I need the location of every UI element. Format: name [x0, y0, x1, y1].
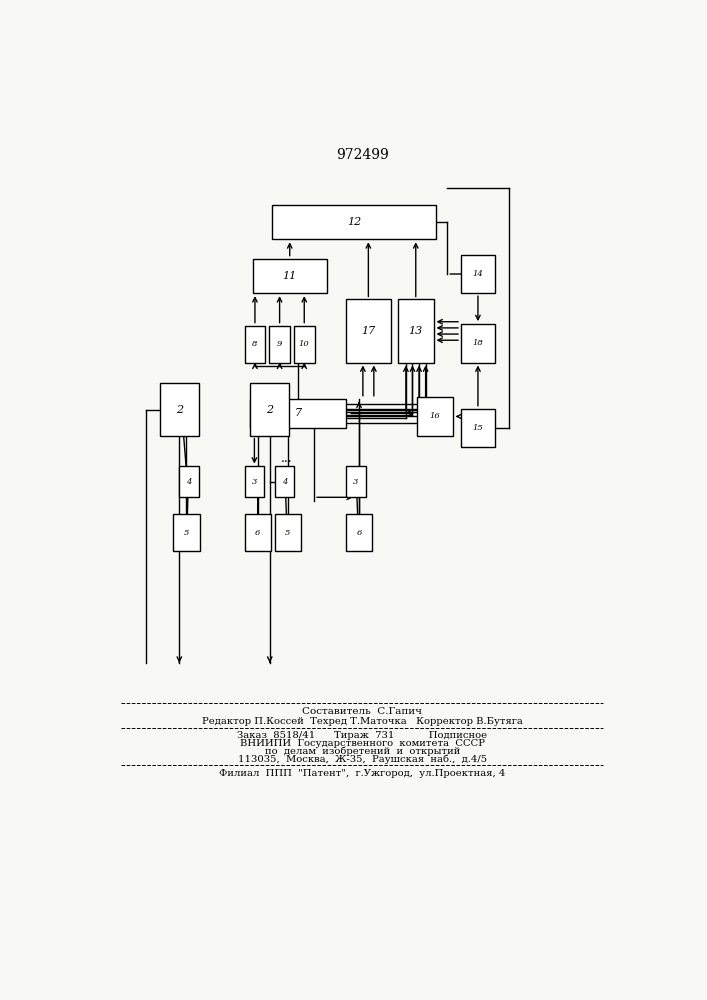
FancyBboxPatch shape	[272, 205, 436, 239]
Text: 14: 14	[472, 270, 484, 278]
FancyBboxPatch shape	[253, 259, 327, 293]
Text: 13: 13	[409, 326, 423, 336]
FancyBboxPatch shape	[179, 466, 199, 497]
Text: 6: 6	[255, 529, 260, 537]
FancyBboxPatch shape	[294, 326, 315, 363]
Text: 17: 17	[361, 326, 375, 336]
Text: 2: 2	[266, 405, 274, 415]
Text: 7: 7	[294, 408, 301, 418]
Text: 11: 11	[283, 271, 297, 281]
Text: 6: 6	[356, 529, 362, 537]
Text: 972499: 972499	[336, 148, 389, 162]
FancyBboxPatch shape	[461, 324, 495, 363]
FancyBboxPatch shape	[269, 326, 290, 363]
FancyBboxPatch shape	[461, 255, 495, 293]
Text: Заказ  8518/41      Тираж  731           Подписное: Заказ 8518/41 Тираж 731 Подписное	[238, 731, 487, 740]
Text: 5: 5	[285, 529, 291, 537]
Text: Редактор П.Коссей  Техред Т.Маточка   Корректор В.Бутяга: Редактор П.Коссей Техред Т.Маточка Корре…	[202, 717, 522, 726]
FancyBboxPatch shape	[250, 383, 289, 436]
FancyBboxPatch shape	[173, 514, 199, 551]
FancyBboxPatch shape	[250, 399, 346, 428]
Text: 9: 9	[277, 340, 282, 348]
FancyBboxPatch shape	[346, 514, 372, 551]
Text: Составитель  С.Гапич: Составитель С.Гапич	[303, 707, 422, 716]
FancyBboxPatch shape	[160, 383, 199, 436]
FancyBboxPatch shape	[417, 397, 452, 436]
Text: 4: 4	[282, 478, 287, 486]
Text: 16: 16	[430, 412, 440, 420]
Text: 5: 5	[184, 529, 189, 537]
FancyBboxPatch shape	[275, 514, 301, 551]
FancyBboxPatch shape	[245, 466, 264, 497]
Text: 12: 12	[347, 217, 361, 227]
FancyBboxPatch shape	[398, 299, 433, 363]
FancyBboxPatch shape	[275, 466, 294, 497]
Text: 10: 10	[299, 340, 310, 348]
Text: Филиал  ППП  "Патент",  г.Ужгород,  ул.Проектная, 4: Филиал ППП "Патент", г.Ужгород, ул.Проек…	[219, 769, 506, 778]
Text: 113035,  Москва,  Ж-35,  Раушская  наб.,  д.4/5: 113035, Москва, Ж-35, Раушская наб., д.4…	[238, 754, 487, 764]
Text: 3: 3	[353, 478, 358, 486]
Text: ...: ...	[281, 452, 293, 465]
FancyBboxPatch shape	[346, 299, 391, 363]
Text: 18: 18	[472, 339, 484, 347]
FancyBboxPatch shape	[245, 514, 271, 551]
Text: 15: 15	[472, 424, 484, 432]
Text: 3: 3	[252, 478, 257, 486]
FancyBboxPatch shape	[346, 466, 366, 497]
Text: 8: 8	[252, 340, 257, 348]
FancyBboxPatch shape	[245, 326, 265, 363]
Text: ВНИИПИ  Государственного  комитета  СССР: ВНИИПИ Государственного комитета СССР	[240, 739, 485, 748]
FancyBboxPatch shape	[461, 409, 495, 447]
Text: 4: 4	[186, 478, 192, 486]
Text: по  делам  изобретений  и  открытий: по делам изобретений и открытий	[264, 747, 460, 756]
Text: 2: 2	[176, 405, 183, 415]
